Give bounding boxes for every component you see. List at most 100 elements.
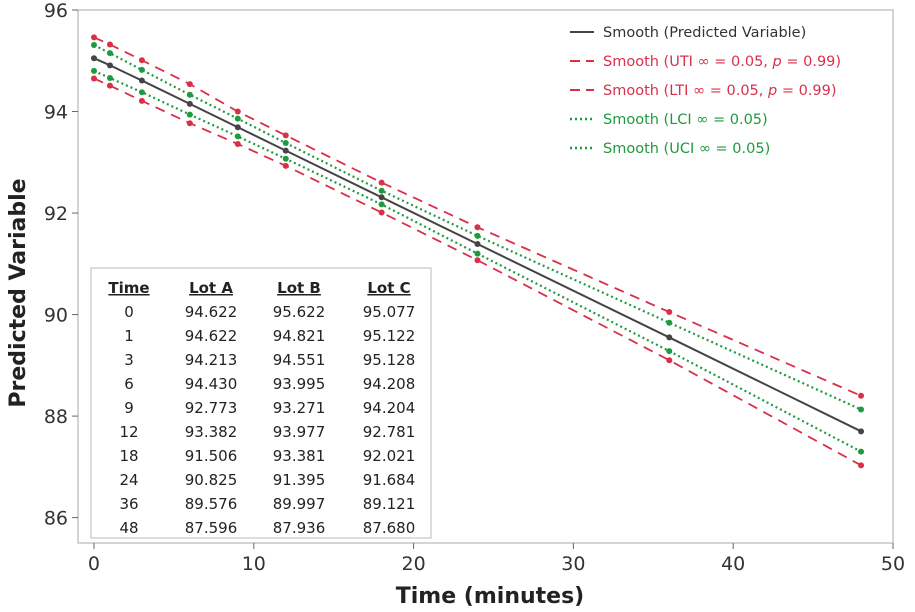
table-cell: 91.395 <box>273 471 326 489</box>
x-tick-label: 40 <box>721 553 745 575</box>
table-cell: 12 <box>119 423 138 441</box>
table-cell: 94.204 <box>363 399 416 417</box>
y-tick-label: 92 <box>44 203 68 225</box>
table-cell: 1 <box>124 327 134 345</box>
table-cell: 87.680 <box>363 519 416 537</box>
data-point <box>138 97 145 104</box>
table-cell: 92.773 <box>185 399 238 417</box>
points-layer <box>90 34 865 469</box>
series-line <box>93 44 862 411</box>
data-point <box>666 334 673 341</box>
data-point <box>186 81 193 88</box>
x-axis-title: Time (minutes) <box>396 584 584 609</box>
table-cell: 91.684 <box>363 471 416 489</box>
table-cell: 94.208 <box>363 375 416 393</box>
x-axis: 0 10 20 30 40 50 <box>88 543 905 575</box>
x-tick-label: 0 <box>88 553 100 575</box>
data-point <box>90 67 97 74</box>
data-point <box>106 82 113 89</box>
data-point <box>474 232 481 239</box>
data-point <box>378 209 385 216</box>
data-point <box>90 55 97 62</box>
legend-label: Smooth (UTI ∞ = 0.05, p = 0.99) <box>603 54 841 70</box>
data-point <box>138 66 145 73</box>
table-cell: 24 <box>119 471 138 489</box>
table-header: Lot C <box>367 279 410 297</box>
table-cell: 48 <box>119 519 138 537</box>
x-tick-label: 50 <box>881 553 905 575</box>
data-point <box>666 319 673 326</box>
data-point <box>858 448 865 455</box>
y-tick-label: 88 <box>44 406 68 428</box>
data-point <box>282 139 289 146</box>
data-point <box>90 75 97 82</box>
data-point <box>106 41 113 48</box>
table-cell: 89.997 <box>273 495 326 513</box>
table-cell: 93.271 <box>273 399 326 417</box>
data-point <box>138 57 145 64</box>
y-axis-title: Predicted Variable <box>6 178 31 407</box>
table-cell: 87.596 <box>185 519 238 537</box>
data-point <box>138 89 145 96</box>
table-cell: 93.382 <box>185 423 238 441</box>
data-point <box>666 309 673 316</box>
table-cell: 93.995 <box>273 375 326 393</box>
table-cell: 89.121 <box>363 495 416 513</box>
table-cell: 18 <box>119 447 138 465</box>
data-point <box>282 147 289 154</box>
data-point <box>282 132 289 139</box>
table-cell: 93.381 <box>273 447 326 465</box>
data-point <box>186 91 193 98</box>
y-axis: 86 88 90 92 94 96 <box>44 0 78 530</box>
table-cell: 92.781 <box>363 423 416 441</box>
table-cell: 94.622 <box>185 303 238 321</box>
table-cell: 6 <box>124 375 134 393</box>
table-cell: 95.122 <box>363 327 416 345</box>
table-cell: 91.506 <box>185 447 238 465</box>
legend-label: Smooth (UCI ∞ = 0.05) <box>603 141 770 157</box>
data-point <box>106 62 113 69</box>
y-tick-label: 90 <box>44 305 68 327</box>
data-point <box>186 100 193 107</box>
data-point <box>378 179 385 186</box>
data-point <box>666 348 673 355</box>
data-point <box>858 392 865 399</box>
data-point <box>234 133 241 140</box>
y-tick-label: 96 <box>44 0 68 22</box>
table-header: Lot A <box>189 279 233 297</box>
series-layer <box>93 36 862 467</box>
x-tick-label: 20 <box>401 553 425 575</box>
table-cell: 90.825 <box>185 471 238 489</box>
data-point <box>282 155 289 162</box>
data-point <box>474 241 481 248</box>
table-cell: 3 <box>124 351 134 369</box>
table-cell: 92.021 <box>363 447 416 465</box>
data-point <box>666 357 673 364</box>
data-point <box>378 194 385 201</box>
table-cell: 36 <box>119 495 138 513</box>
table-header: Lot B <box>277 279 321 297</box>
data-point <box>106 50 113 57</box>
legend-label: Smooth (LCI ∞ = 0.05) <box>603 112 768 128</box>
data-point <box>474 257 481 264</box>
data-point <box>378 187 385 194</box>
data-point <box>858 406 865 413</box>
data-point <box>106 75 113 82</box>
table-cell: 95.622 <box>273 303 326 321</box>
table-cell: 94.821 <box>273 327 326 345</box>
table-cell: 87.936 <box>273 519 326 537</box>
data-point <box>858 462 865 469</box>
y-tick-label: 86 <box>44 508 68 530</box>
data-point <box>858 428 865 435</box>
data-point <box>234 141 241 148</box>
table-cell: 9 <box>124 399 134 417</box>
data-point <box>282 162 289 169</box>
data-point <box>474 224 481 231</box>
legend-label: Smooth (LTI ∞ = 0.05, p = 0.99) <box>603 83 837 99</box>
table-cell: 94.430 <box>185 375 238 393</box>
series-line <box>93 36 862 397</box>
data-point <box>378 201 385 208</box>
table-cell: 0 <box>124 303 134 321</box>
data-point <box>138 77 145 84</box>
